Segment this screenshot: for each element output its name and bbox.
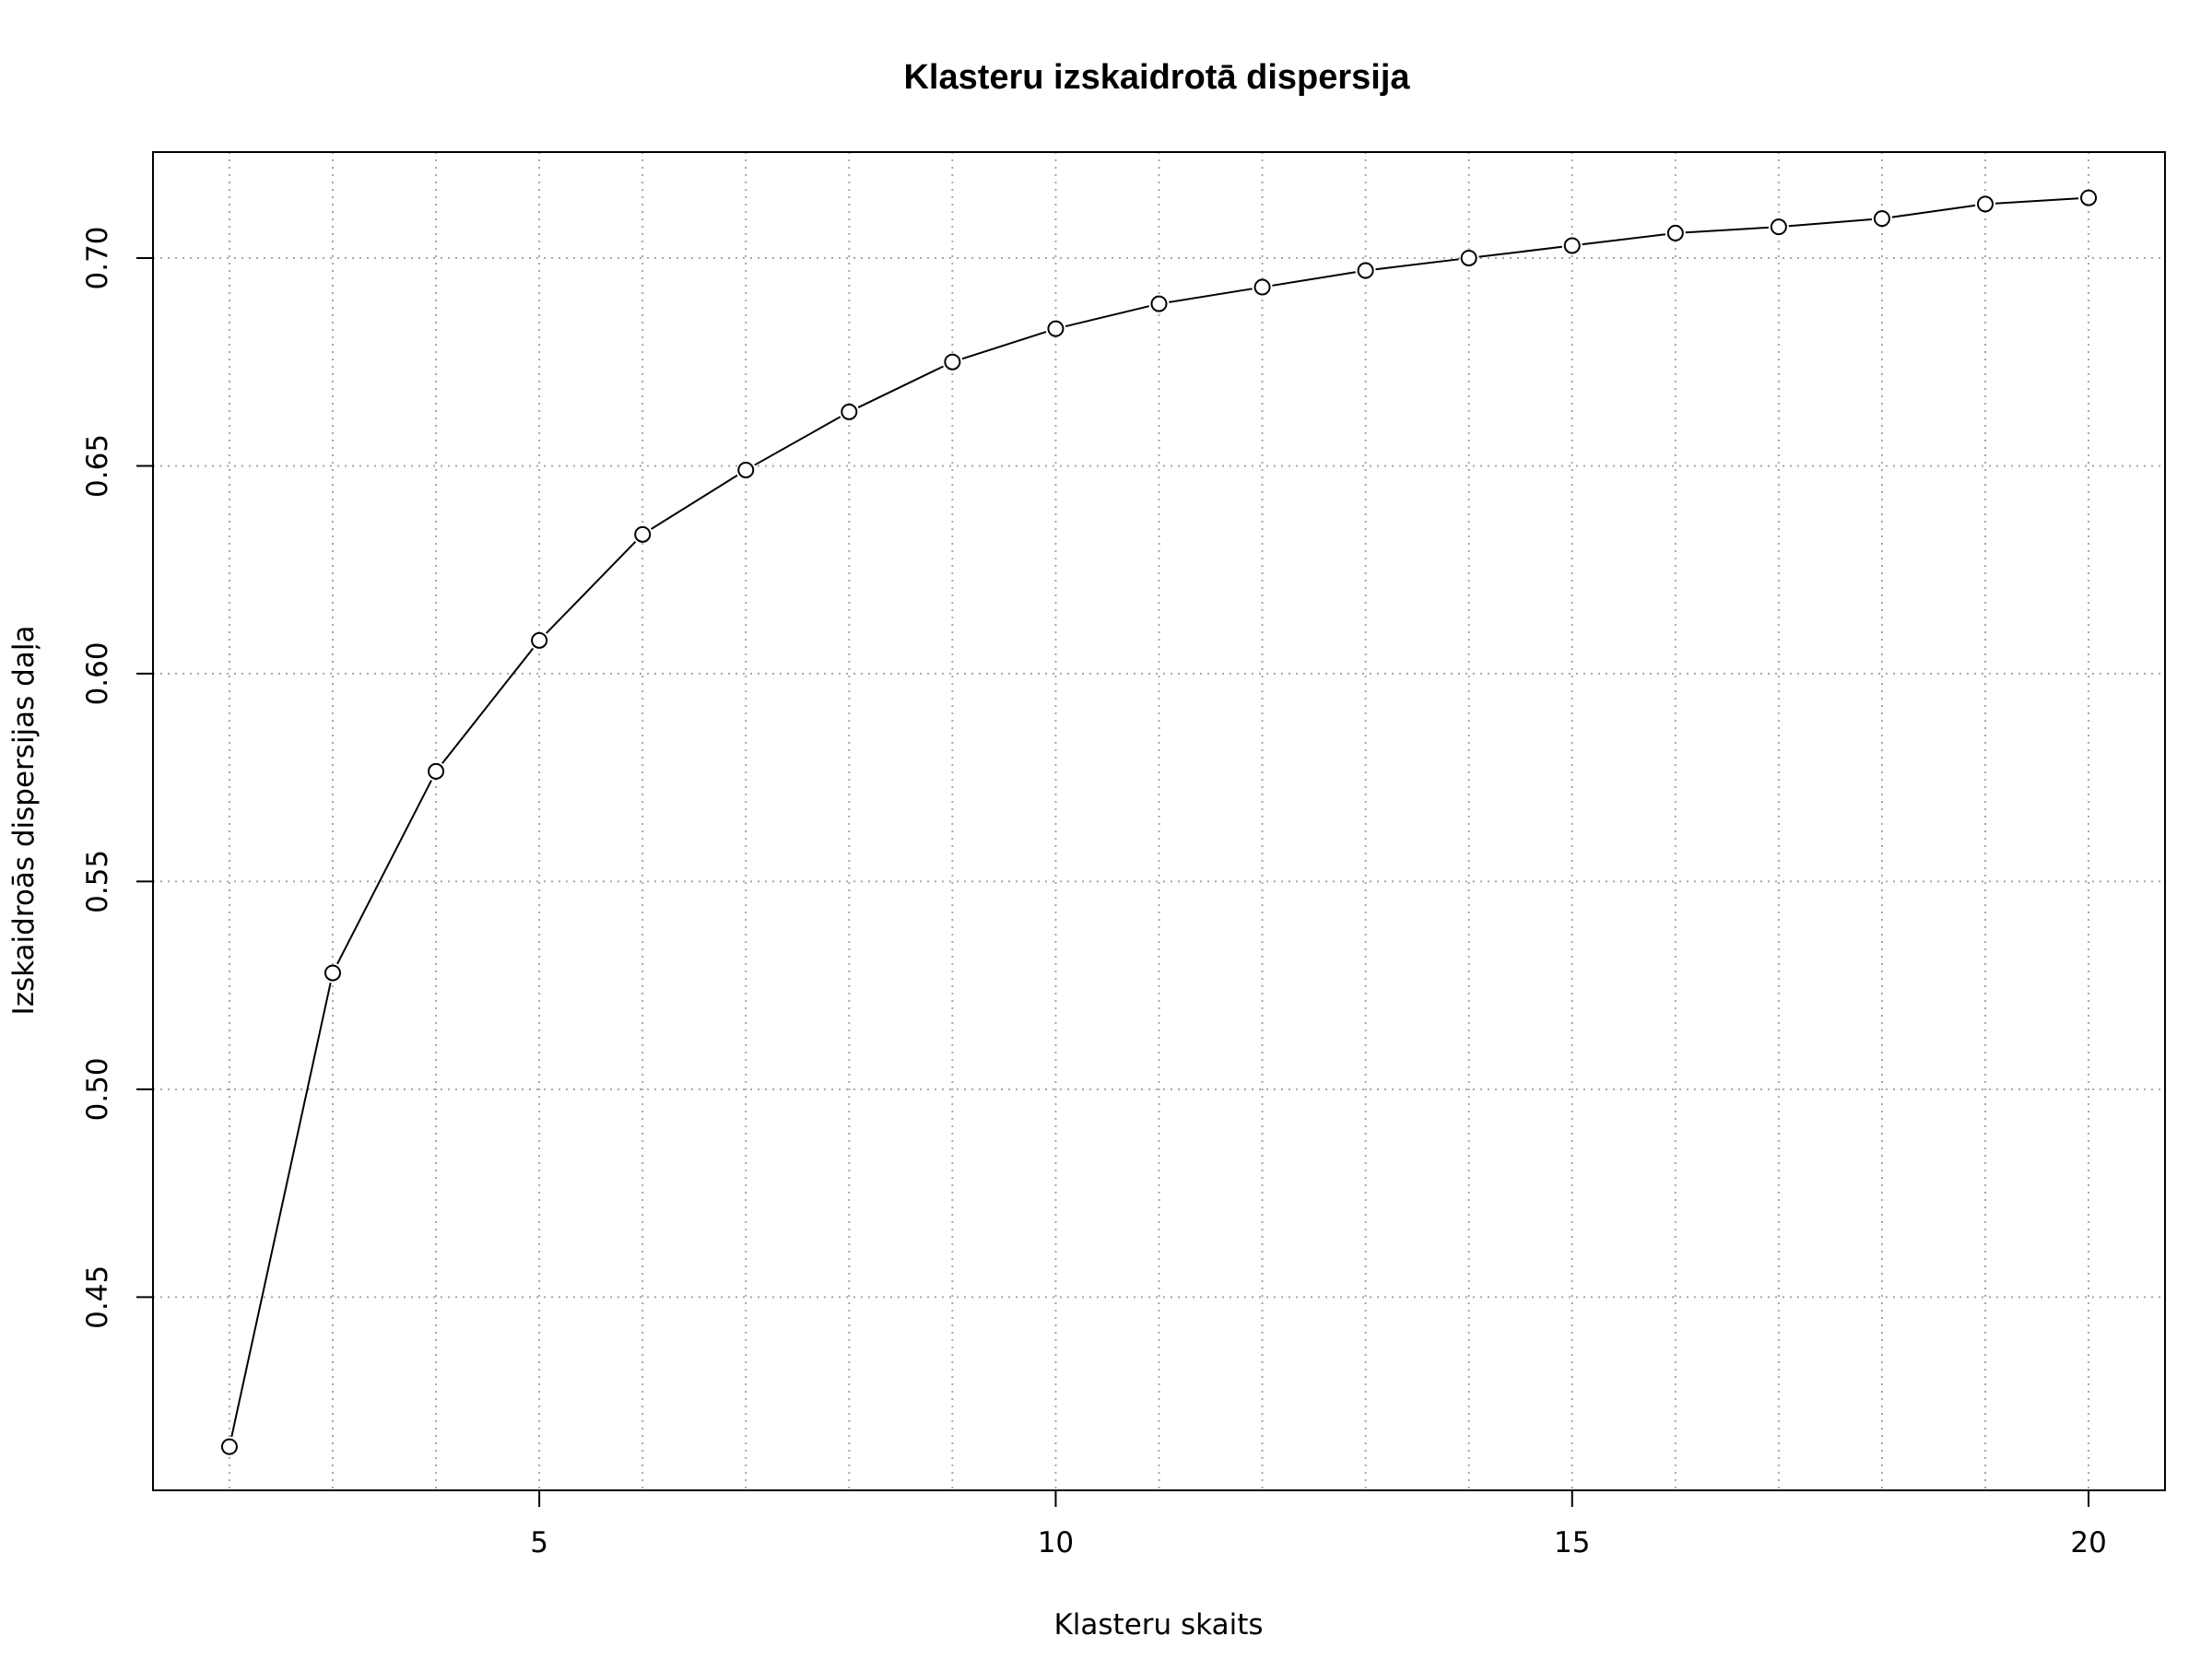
- y-axis-label: Izskaidroās dispersijas daļa: [7, 626, 41, 1016]
- series-line-segment: [1065, 305, 1150, 328]
- y-tick-label: 0.65: [81, 434, 114, 498]
- series-line-segment: [336, 780, 432, 965]
- series-line-segment: [754, 416, 841, 466]
- series-line-segment: [1272, 271, 1356, 287]
- series-line-segment: [230, 982, 332, 1438]
- data-point: [1666, 224, 1684, 241]
- data-point: [324, 964, 341, 982]
- data-point: [737, 461, 755, 478]
- series-plot: [220, 189, 2098, 1455]
- data-point: [1357, 262, 1374, 279]
- y-tick-label: 0.55: [81, 850, 114, 913]
- grid-lines: [153, 152, 2165, 1490]
- data-point: [1253, 278, 1271, 296]
- y-tick-label: 0.45: [81, 1265, 114, 1329]
- series-line-segment: [546, 541, 637, 634]
- series-line-segment: [1994, 197, 2079, 205]
- series-line-segment: [857, 365, 944, 408]
- y-tick-label: 0.70: [81, 226, 114, 289]
- y-tick-label: 0.50: [81, 1057, 114, 1121]
- series-line-segment: [961, 331, 1047, 360]
- data-point: [428, 762, 445, 780]
- data-point: [2080, 189, 2098, 206]
- plot-frame: [152, 151, 2166, 1491]
- y-tick-label: 0.60: [81, 641, 114, 705]
- data-point: [841, 403, 858, 420]
- x-tick-label: 10: [1038, 1526, 1074, 1559]
- series-line-segment: [1582, 233, 1666, 246]
- series-line-segment: [1891, 204, 1976, 218]
- series-line-segment: [441, 647, 535, 764]
- x-axis: 5 10 15 20: [530, 1490, 2107, 1559]
- data-point: [1563, 237, 1581, 254]
- chart-title: Klasteru izskaidrotā dispersija: [903, 58, 1410, 97]
- data-point: [1873, 210, 1890, 228]
- data-point: [220, 1438, 238, 1455]
- x-tick-label: 5: [530, 1526, 548, 1559]
- x-tick-label: 15: [1554, 1526, 1590, 1559]
- series-line-segment: [1478, 245, 1562, 258]
- x-tick-label: 20: [2070, 1526, 2106, 1559]
- data-point: [1460, 249, 1477, 266]
- data-point: [634, 525, 652, 543]
- data-point: [944, 353, 961, 371]
- data-point: [1977, 195, 1994, 213]
- series-line-segment: [1788, 218, 1873, 228]
- series-line-segment: [1169, 288, 1253, 303]
- y-axis: 0.45 0.50 0.55 0.60 0.65 0.70: [81, 226, 153, 1329]
- data-point: [1150, 295, 1168, 312]
- data-point: [531, 631, 548, 649]
- data-point: [1770, 218, 1787, 236]
- series-line-segment: [650, 474, 738, 530]
- data-point: [1047, 320, 1065, 337]
- series-line-segment: [1375, 258, 1459, 271]
- x-axis-label: Klasteru skaits: [1053, 1608, 1263, 1641]
- series-line-segment: [1685, 226, 1769, 234]
